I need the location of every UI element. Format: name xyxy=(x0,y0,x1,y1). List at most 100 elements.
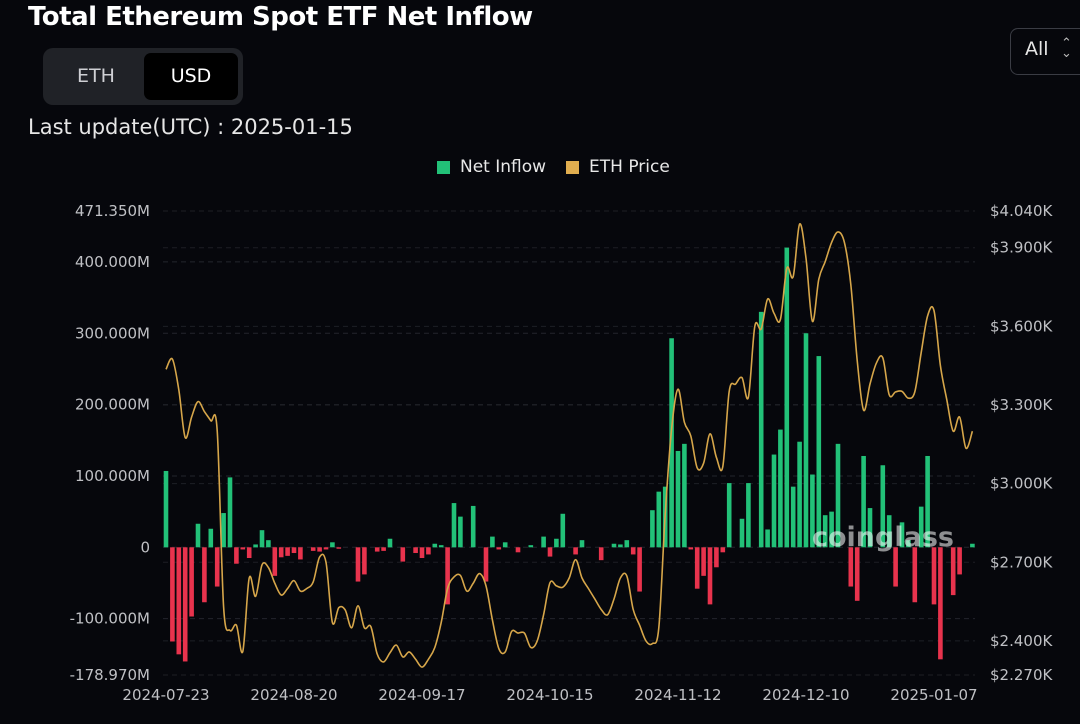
net-inflow-bar xyxy=(758,311,764,548)
net-inflow-bar xyxy=(867,508,873,548)
net-inflow-bar xyxy=(502,542,508,548)
net-inflow-bar xyxy=(234,547,239,564)
net-inflow-bar xyxy=(259,530,265,548)
net-inflow-bar xyxy=(336,547,342,549)
net-inflow-bar xyxy=(618,544,623,548)
net-inflow-bar xyxy=(701,547,706,576)
eth-price-line xyxy=(165,223,974,668)
net-inflow-bar xyxy=(272,547,278,576)
net-inflow-bar xyxy=(298,547,303,560)
net-inflow-bar xyxy=(893,547,898,587)
net-inflow-bar xyxy=(413,547,418,554)
net-inflow-bar xyxy=(246,547,252,559)
y-left-tick-label: 0 xyxy=(140,538,150,556)
legend-swatch-gold xyxy=(566,160,580,174)
net-inflow-bar xyxy=(797,441,802,548)
net-inflow-bar xyxy=(374,547,380,552)
net-inflow-bar xyxy=(227,477,233,548)
net-inflow-bar xyxy=(675,450,681,548)
net-inflow-bar xyxy=(765,529,770,548)
legend-swatch-green xyxy=(437,160,450,174)
net-inflow-bar xyxy=(854,547,860,601)
net-inflow-bar xyxy=(202,547,207,603)
net-inflow-bar xyxy=(861,455,866,548)
range-select[interactable]: All ⌃ ⌄ xyxy=(1010,28,1080,75)
net-inflow-bar xyxy=(176,547,182,655)
coinglass-watermark: coinglass xyxy=(812,522,954,553)
gridlines xyxy=(163,210,975,676)
net-inflow-bar xyxy=(278,547,284,558)
net-inflow-bar xyxy=(778,429,783,548)
net-inflow-bar xyxy=(438,545,444,548)
net-inflow-bar xyxy=(682,443,687,548)
net-inflow-bar xyxy=(515,547,521,553)
net-inflow-bar xyxy=(957,547,962,575)
y-right-tick-label: $3.300K xyxy=(990,396,1053,414)
last-update: Last update(UTC) : 2025-01-15 xyxy=(28,115,353,139)
net-inflow-bar xyxy=(771,454,777,548)
net-inflow-bar xyxy=(790,486,796,548)
net-inflow-bar xyxy=(899,522,905,548)
net-inflow-bar xyxy=(688,547,694,550)
net-inflow-bar xyxy=(554,538,559,548)
net-inflow-bar xyxy=(458,516,463,548)
chevron-up-down-icon: ⌃ ⌄ xyxy=(1061,36,1072,61)
net-inflow-bar xyxy=(803,333,809,548)
toggle-eth[interactable]: ETH xyxy=(77,65,115,87)
net-inflow-bar xyxy=(221,513,226,548)
net-inflow-bar xyxy=(579,540,585,548)
net-inflow-bar xyxy=(253,544,258,548)
x-tick-label: 2024-11-12 xyxy=(634,686,721,704)
net-inflow-bar xyxy=(189,547,194,617)
legend-label: Net Inflow xyxy=(460,157,547,177)
x-tick-label: 2024-07-23 xyxy=(122,686,209,704)
net-inflow-bar xyxy=(950,547,956,596)
net-inflow-bar xyxy=(886,515,892,548)
legend-net-inflow[interactable]: Net Inflow xyxy=(437,157,546,177)
net-inflow-bar xyxy=(656,491,662,548)
net-inflow-bar xyxy=(611,543,617,548)
x-tick-label: 2024-08-20 xyxy=(250,686,337,704)
net-inflow-bar xyxy=(387,538,393,548)
net-inflow-bar xyxy=(451,503,457,548)
net-inflow-bar xyxy=(938,547,943,660)
y-right-tick-label: $2.270K xyxy=(990,666,1053,684)
chart-legend: Net Inflow ETH Price xyxy=(437,157,670,177)
net-inflow-bar xyxy=(355,547,361,582)
net-inflow-bar xyxy=(669,338,674,548)
y-right-tick-label: $4.040K xyxy=(990,202,1053,220)
net-inflow-bar xyxy=(182,547,188,662)
y-left-tick-label: 300.000M xyxy=(75,324,150,342)
page-title: Total Ethereum Spot ETF Net Inflow xyxy=(28,2,533,32)
net-inflow-bar xyxy=(707,547,713,605)
currency-toggle[interactable]: ETH USD xyxy=(43,48,243,105)
y-right-tick-label: $3.000K xyxy=(990,475,1053,493)
net-inflow-bar xyxy=(483,547,489,582)
y-left-tick-label: -100.000M xyxy=(70,610,150,628)
y-left-tick-label: -178.970M xyxy=(70,666,150,684)
net-inflow-bar xyxy=(381,547,386,551)
net-inflow-bar xyxy=(694,547,700,589)
net-inflow-bar xyxy=(637,547,642,592)
net-inflow-bar xyxy=(419,547,425,559)
net-inflow-bar xyxy=(560,513,566,548)
toggle-usd[interactable]: USD xyxy=(144,53,238,100)
net-inflow-bar xyxy=(170,547,175,642)
y-right-tick-label: $2.700K xyxy=(990,553,1053,571)
y-left-tick-label: 200.000M xyxy=(75,396,150,414)
net-inflow-bar xyxy=(784,247,790,548)
net-inflow-bar xyxy=(310,547,316,551)
net-inflow-bar xyxy=(317,547,322,552)
net-inflow-bar xyxy=(848,547,854,587)
net-inflow-bar xyxy=(970,543,975,548)
net-inflow-bars xyxy=(163,247,975,662)
net-inflow-bar xyxy=(266,540,271,548)
y-right-tick-label: $3.900K xyxy=(990,239,1053,257)
legend-eth-price[interactable]: ETH Price xyxy=(566,157,670,177)
y-left-tick-label: 100.000M xyxy=(75,467,150,485)
y-right-tick-label: $2.400K xyxy=(990,632,1053,650)
net-inflow-bar xyxy=(746,483,751,548)
net-inflow-bar xyxy=(650,510,655,548)
net-inflow-bar xyxy=(541,536,546,548)
